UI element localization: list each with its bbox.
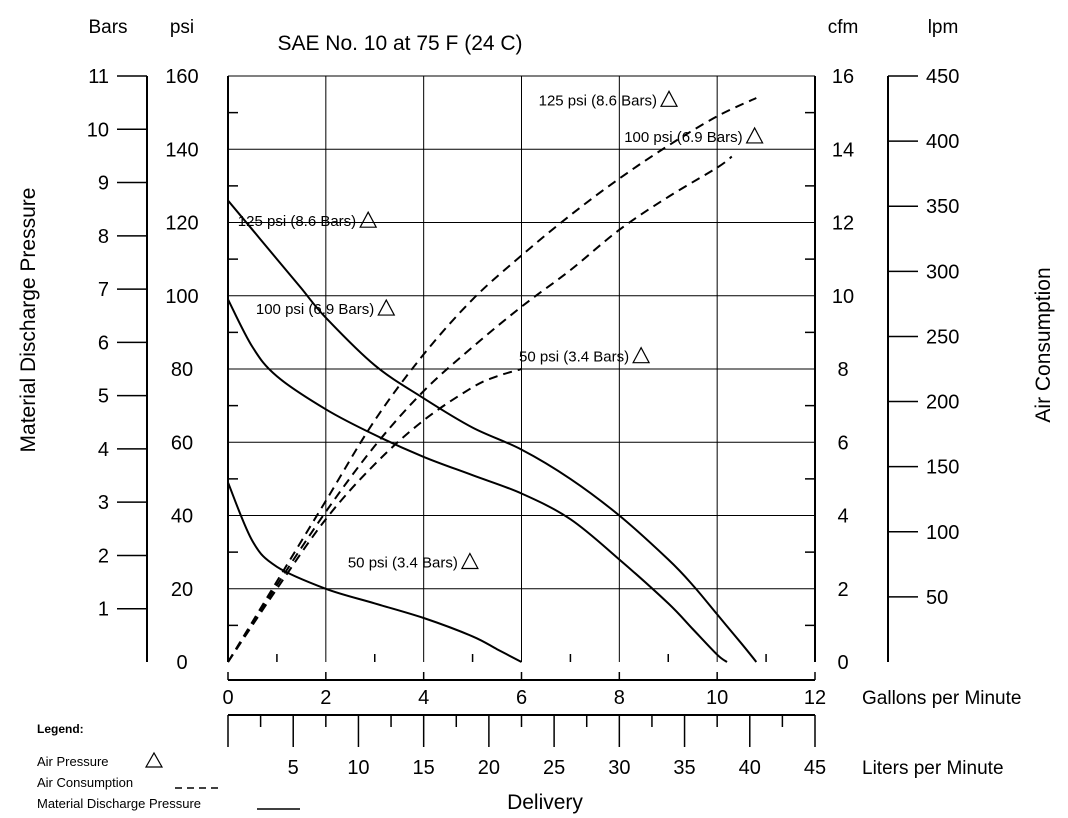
lpm-x-tick-label: 5 [288, 757, 299, 779]
bars-unit-label: Bars [88, 17, 127, 38]
lpm-tick-label: 200 [926, 392, 959, 414]
lpm-tick-label: 400 [926, 131, 959, 153]
lpm-tick-label: 300 [926, 261, 959, 283]
lpm-tick-label: 150 [926, 457, 959, 479]
cfm-tick-label: 10 [832, 286, 854, 308]
bars-tick-label: 10 [87, 119, 109, 141]
legend-air-consumption-label: Air Consumption [37, 775, 133, 790]
triangle-icon [359, 210, 378, 228]
bars-tick-label: 3 [98, 492, 109, 514]
material-pressure-curve [227, 482, 522, 663]
cfm-tick-label: 2 [837, 579, 848, 601]
annotations: 125 psi (8.6 Bars) 100 psi (6.9 Bars) 50 p… [238, 90, 764, 572]
bars-tick-label: 7 [98, 279, 109, 301]
air-pressure-annotation: 100 psi (6.9 Bars) [256, 301, 374, 318]
lpm-x-tick-label: 10 [347, 757, 369, 779]
x-primary-unit-label: Gallons per Minute [862, 688, 1021, 709]
lpm-x-tick-label: 35 [673, 757, 695, 779]
cfm-tick-label: 0 [837, 652, 848, 674]
triangle-icon [745, 126, 764, 144]
gpm-tick-label: 4 [418, 687, 429, 709]
gpm-tick-label: 10 [706, 687, 728, 709]
psi-unit-label: psi [170, 17, 194, 38]
legend-title: Legend: [37, 722, 84, 736]
lpm-x-tick-label: 20 [478, 757, 500, 779]
psi-tick-label: 120 [165, 213, 198, 235]
legend: Legend: Air Pressure Air Consumption Mat… [37, 722, 300, 811]
gpm-tick-label: 2 [320, 687, 331, 709]
cfm-tick-label: 12 [832, 213, 854, 235]
lpm-tick-label: 350 [926, 196, 959, 218]
lpm-x-tick-label: 40 [739, 757, 761, 779]
psi-tick-label: 160 [165, 66, 198, 88]
lpm-unit-label: lpm [928, 17, 959, 38]
air-consumption-curve [227, 155, 733, 663]
air-pressure-annotation: 125 psi (8.6 Bars) [238, 213, 356, 230]
bars-tick-label: 8 [98, 226, 109, 248]
bars-tick-label: 4 [98, 439, 109, 461]
psi-tick-label: 100 [165, 286, 198, 308]
cfm-tick-label: 8 [837, 359, 848, 381]
gpm-tick-label: 6 [516, 687, 527, 709]
triangle-icon [632, 346, 651, 364]
air-consumption-curve [227, 97, 757, 663]
psi-tick-label: 0 [176, 652, 187, 674]
air-consumption-curve [227, 368, 522, 663]
material-pressure-curve [227, 199, 758, 663]
psi-tick-label: 60 [171, 432, 193, 454]
chart-title: SAE No. 10 at 75 F (24 C) [277, 32, 522, 55]
bars-tick-label: 1 [98, 599, 109, 621]
cfm-tick-label: 6 [837, 432, 848, 454]
lpm-x-tick-label: 45 [804, 757, 826, 779]
lpm-x-tick-label: 15 [413, 757, 435, 779]
y-right-axis-title: Air Consumption [1032, 267, 1055, 422]
legend-triangle-icon [144, 751, 164, 768]
bars-tick-label: 2 [98, 545, 109, 567]
legend-air-pressure-label: Air Pressure [37, 754, 109, 769]
triangle-icon [660, 90, 679, 107]
air-pressure-annotation: 50 psi (3.4 Bars) [348, 555, 458, 572]
y-left-axis-title: Material Discharge Pressure [17, 188, 40, 453]
gpm-tick-label: 12 [804, 687, 826, 709]
x-axis-title: Delivery [507, 791, 583, 814]
lpm-tick-label: 100 [926, 522, 959, 544]
air-pressure-annotation: 50 psi (3.4 Bars) [519, 349, 629, 366]
gpm-tick-label: 8 [614, 687, 625, 709]
gpm-tick-label: 0 [222, 687, 233, 709]
air-pressure-annotation: 125 psi (8.6 Bars) [539, 92, 657, 109]
x-secondary-unit-label: Liters per Minute [862, 758, 1004, 779]
air-pressure-annotation: 100 psi (6.9 Bars) [624, 129, 742, 146]
triangle-icon [377, 298, 396, 316]
lpm-tick-label: 250 [926, 326, 959, 348]
lpm-tick-label: 50 [926, 587, 948, 609]
lpm-x-tick-label: 25 [543, 757, 565, 779]
cfm-tick-label: 4 [837, 506, 848, 528]
bars-tick-label: 9 [98, 173, 109, 195]
bars-tick-label: 11 [88, 66, 109, 88]
cfm-tick-label: 16 [832, 66, 854, 88]
cfm-tick-label: 14 [832, 139, 854, 161]
psi-tick-label: 80 [171, 359, 193, 381]
psi-tick-label: 20 [171, 579, 193, 601]
psi-tick-label: 40 [171, 506, 193, 528]
cfm-unit-label: cfm [828, 17, 859, 38]
series [227, 97, 758, 663]
legend-material-pressure-label: Material Discharge Pressure [37, 796, 201, 811]
lpm-tick-label: 450 [926, 66, 959, 88]
axes: 1234567891011020406080100120140160024681… [87, 66, 960, 779]
bars-tick-label: 6 [98, 332, 109, 354]
psi-tick-label: 140 [165, 139, 198, 161]
material-pressure-curve [227, 298, 728, 663]
bars-tick-label: 5 [98, 386, 109, 408]
lpm-x-tick-label: 30 [608, 757, 630, 779]
triangle-icon [460, 552, 479, 570]
